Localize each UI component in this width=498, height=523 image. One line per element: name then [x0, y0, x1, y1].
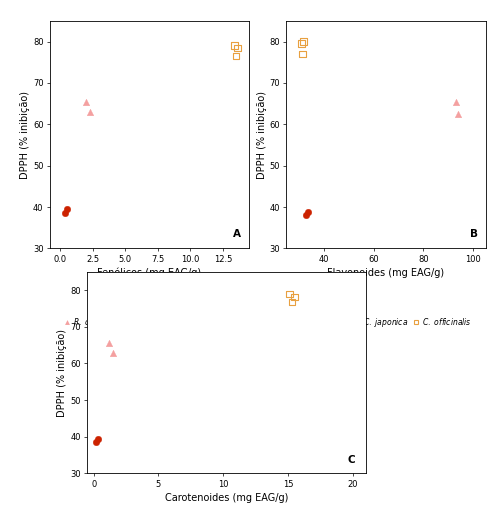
Y-axis label: DPPH (% inibição): DPPH (% inibição) — [57, 328, 68, 417]
Point — [297, 40, 305, 48]
Point — [454, 110, 462, 118]
Text: A: A — [233, 229, 241, 240]
Point — [63, 205, 71, 213]
Point — [302, 210, 310, 219]
X-axis label: Flavonoides (mg EAG/g): Flavonoides (mg EAG/g) — [327, 268, 445, 278]
Legend: $\it{R.\ canina}$, $\it{C.\ japonica}$, $\it{C.\ officinalis}$: $\it{R.\ canina}$, $\it{C.\ japonica}$, … — [63, 316, 236, 329]
Point — [109, 348, 117, 357]
Point — [92, 438, 100, 446]
Point — [94, 434, 102, 442]
Text: C: C — [347, 455, 355, 465]
X-axis label: Carotenoides (mg EAG/g): Carotenoides (mg EAG/g) — [165, 493, 288, 503]
Point — [452, 97, 460, 106]
Point — [105, 339, 113, 348]
Point — [86, 108, 94, 116]
Point — [82, 97, 90, 106]
Point — [304, 208, 312, 216]
Point — [299, 50, 307, 58]
Point — [233, 43, 241, 52]
X-axis label: Fenólicos (mg EAG/g): Fenólicos (mg EAG/g) — [97, 268, 202, 278]
Text: B: B — [470, 229, 478, 240]
Point — [291, 293, 299, 301]
Y-axis label: DPPH (% inibição): DPPH (% inibição) — [256, 90, 267, 179]
Legend: $\it{R.\ canina}$, $\it{C.\ japonica}$, $\it{C.\ officinalis}$: $\it{R.\ canina}$, $\it{C.\ japonica}$, … — [300, 316, 472, 329]
Point — [285, 290, 293, 298]
Point — [232, 52, 240, 60]
Point — [299, 38, 307, 46]
Point — [288, 298, 296, 306]
Y-axis label: DPPH (% inibição): DPPH (% inibição) — [20, 90, 30, 179]
Point — [61, 209, 69, 218]
Point — [231, 41, 239, 50]
